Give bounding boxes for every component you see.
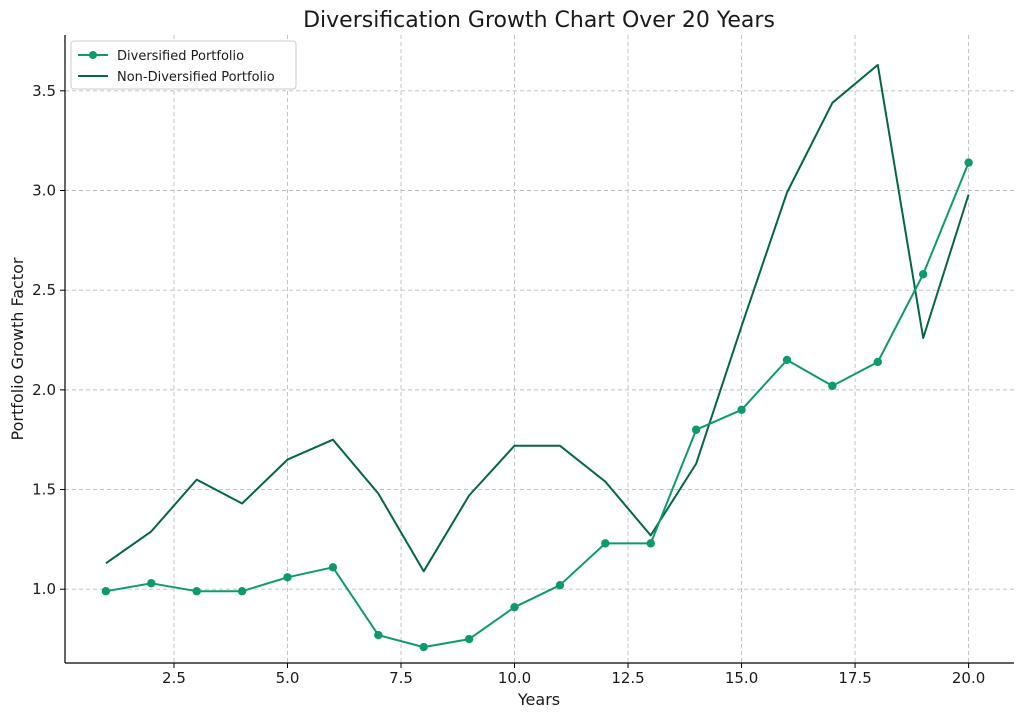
x-tick-label: 10.0 <box>498 669 531 687</box>
data-point-diversified <box>918 270 928 279</box>
x-tick-label: 20.0 <box>952 669 985 687</box>
y-tick-label: 3.0 <box>32 182 56 200</box>
data-point-diversified <box>601 539 610 548</box>
y-tick-label: 2.0 <box>32 381 56 399</box>
data-point-diversified <box>964 158 973 167</box>
y-axis-label: Portfolio Growth Factor <box>8 257 27 440</box>
legend-box <box>70 40 297 90</box>
y-tick-label: 3.5 <box>32 82 56 100</box>
data-point-diversified <box>737 405 746 415</box>
axes <box>64 35 1014 664</box>
x-tick-label: 12.5 <box>611 669 644 687</box>
data-point-diversified <box>464 634 474 644</box>
data-point-diversified <box>101 587 111 596</box>
data-point-diversified <box>374 630 383 640</box>
data-point-diversified <box>192 587 201 596</box>
series-line-non-diversified <box>105 63 970 573</box>
x-tick-label: 17.5 <box>838 669 871 687</box>
y-tick-label: 1.0 <box>32 580 56 598</box>
data-point-diversified <box>419 642 428 652</box>
legend: Diversified Portfolio Non-Diversified Po… <box>70 40 297 90</box>
series <box>101 63 973 652</box>
x-tick-label: 2.5 <box>162 669 186 687</box>
data-point-diversified <box>828 381 837 391</box>
data-point-diversified <box>691 425 701 434</box>
y-ticks: 1.0 1.5 2.0 2.5 3.0 3.5 <box>32 82 65 598</box>
y-tick-label: 2.5 <box>32 281 56 299</box>
chart-title: Diversification Growth Chart Over 20 Yea… <box>303 8 775 33</box>
series-line-diversified <box>105 162 970 649</box>
grid <box>65 35 1014 663</box>
data-point-diversified <box>328 563 338 572</box>
data-point-diversified <box>283 573 292 582</box>
legend-label-diversified: Diversified Portfolio <box>117 49 244 64</box>
data-point-diversified <box>782 355 792 365</box>
data-point-diversified <box>147 579 156 588</box>
data-point-diversified <box>646 539 655 548</box>
legend-marker-diversified <box>89 51 97 59</box>
y-tick-label: 1.5 <box>32 481 56 499</box>
legend-label-non-diversified: Non-Diversified Portfolio <box>117 70 275 85</box>
x-tick-label: 5.0 <box>276 669 300 687</box>
data-point-diversified <box>555 581 565 590</box>
data-point-diversified <box>873 357 882 367</box>
data-point-diversified <box>510 602 519 612</box>
data-point-diversified <box>237 587 247 596</box>
x-axis-label: Years <box>517 690 560 709</box>
x-tick-label: 15.0 <box>725 669 758 687</box>
x-ticks: 2.5 5.0 7.5 10.0 12.5 15.0 17.5 20.0 <box>162 663 985 687</box>
x-tick-label: 7.5 <box>389 669 413 687</box>
